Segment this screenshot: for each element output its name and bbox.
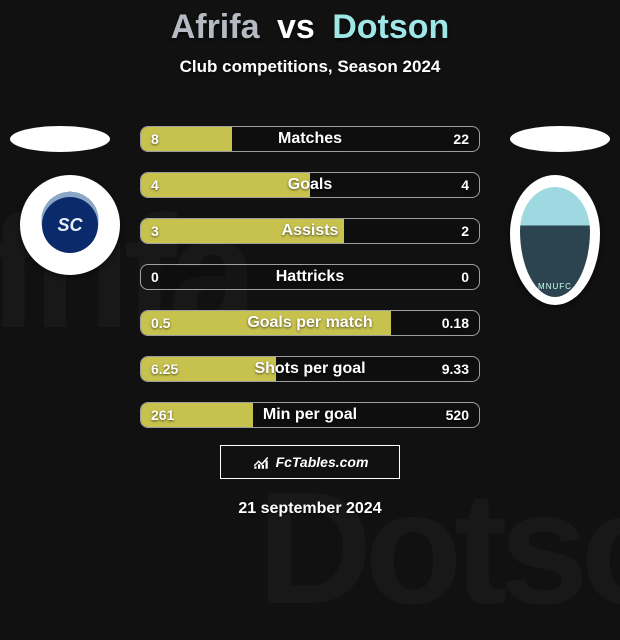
date-label: 21 september 2024 — [0, 500, 620, 518]
vs-label: vs — [277, 8, 315, 46]
stat-label: Matches — [141, 127, 479, 151]
shadow-oval-left — [10, 126, 110, 152]
stat-row: 822Matches — [140, 126, 480, 152]
shadow-oval-right — [510, 126, 610, 152]
stat-label: Goals per match — [141, 311, 479, 335]
stat-row: 32Assists — [140, 218, 480, 244]
stat-row: 0.50.18Goals per match — [140, 310, 480, 336]
chart-icon — [252, 453, 270, 471]
club-crest-right-inner — [520, 187, 590, 297]
stat-label: Goals — [141, 173, 479, 197]
page-title: Afrifa vs Dotson — [0, 0, 620, 47]
player1-name: Afrifa — [171, 8, 260, 46]
stat-label: Shots per goal — [141, 357, 479, 381]
brand-text: FcTables.com — [276, 454, 369, 470]
brand-badge: FcTables.com — [220, 445, 400, 479]
club-crest-left-label: SC — [42, 197, 98, 253]
stat-row: 00Hattricks — [140, 264, 480, 290]
comparison-card: Afrifa Dotson Afrifa vs Dotson Club comp… — [0, 0, 620, 580]
ghost-name-right: Dotson — [257, 456, 620, 640]
stat-row: 44Goals — [140, 172, 480, 198]
club-crest-right — [510, 175, 600, 305]
player2-name: Dotson — [332, 8, 449, 46]
stat-label: Assists — [141, 219, 479, 243]
subtitle: Club competitions, Season 2024 — [0, 57, 620, 77]
stat-bars: 822Matches 44Goals 32Assists 00Hattricks 0.5… — [140, 126, 480, 448]
stat-label: Hattricks — [141, 265, 479, 289]
club-crest-left: SC — [20, 175, 120, 275]
stat-row: 261520Min per goal — [140, 402, 480, 428]
stat-row: 6.259.33Shots per goal — [140, 356, 480, 382]
stat-label: Min per goal — [141, 403, 479, 427]
